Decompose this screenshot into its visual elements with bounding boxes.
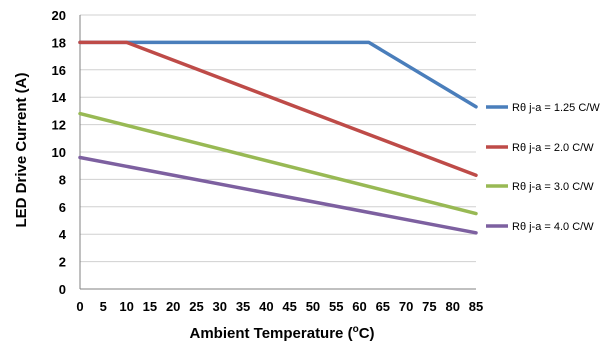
x-tick-label: 30	[213, 299, 227, 314]
series-lines	[78, 40, 478, 235]
legend-label-3: Rθ j-a = 3.0 C/W	[512, 181, 594, 193]
x-tick-label: 50	[306, 299, 320, 314]
x-tick-label: 75	[422, 299, 436, 314]
x-tick-label: 15	[143, 299, 157, 314]
x-tick-label: 60	[352, 299, 366, 314]
y-tick-label: 6	[59, 200, 66, 215]
series-line-3	[78, 111, 478, 216]
x-tick-label: 65	[376, 299, 390, 314]
y-tick-label: 14	[52, 90, 67, 105]
x-axis-title-tail: C)	[359, 325, 375, 342]
y-tick-label: 18	[52, 35, 66, 50]
x-tick-label: 25	[189, 299, 203, 314]
y-tick-labels: 0 2 4 6 8 10 12 14 16 18 20	[52, 8, 67, 297]
x-axis-title: Ambient Temperature (oC)	[189, 324, 374, 342]
y-tick-label: 12	[52, 118, 66, 133]
y-tick-label: 4	[59, 227, 67, 242]
x-tick-label: 10	[119, 299, 133, 314]
y-tick-label: 16	[52, 63, 66, 78]
x-tick-label: 20	[166, 299, 180, 314]
x-tick-label: 70	[399, 299, 413, 314]
x-tick-label: 45	[282, 299, 296, 314]
x-tick-labels: 0 5 10 15 20 25 30 35 40 45 50 55 60 65 70 75 80 85	[76, 299, 483, 314]
y-tick-label: 10	[52, 145, 66, 160]
grid-lines	[80, 14, 476, 263]
x-tick-label: 40	[259, 299, 273, 314]
legend-label-2: Rθ j-a = 2.0 C/W	[512, 142, 594, 154]
y-tick-label: 2	[59, 255, 66, 270]
x-axis-title-superscript: o	[353, 324, 359, 335]
y-tick-label: 20	[52, 8, 66, 23]
series-line-1	[78, 40, 478, 109]
legend: Rθ j-a = 1.25 C/W Rθ j-a = 2.0 C/W Rθ j-a …	[486, 102, 600, 233]
legend-label-4: Rθ j-a = 4.0 C/W	[512, 221, 594, 233]
x-axis-title-main: Ambient Temperature (	[189, 325, 352, 342]
y-tick-label: 0	[59, 282, 66, 297]
x-tick-label: 85	[469, 299, 483, 314]
series-line-4	[78, 155, 478, 235]
x-tick-label: 55	[329, 299, 343, 314]
x-tick-label: 5	[100, 299, 107, 314]
legend-label-1: Rθ j-a = 1.25 C/W	[512, 102, 600, 114]
y-axis-title: LED Drive Current (A)	[13, 72, 30, 227]
x-tick-label: 0	[76, 299, 83, 314]
x-tick-label: 35	[236, 299, 250, 314]
y-tick-label: 8	[59, 172, 66, 187]
series-line-2	[78, 40, 478, 178]
x-tick-label: 80	[445, 299, 459, 314]
